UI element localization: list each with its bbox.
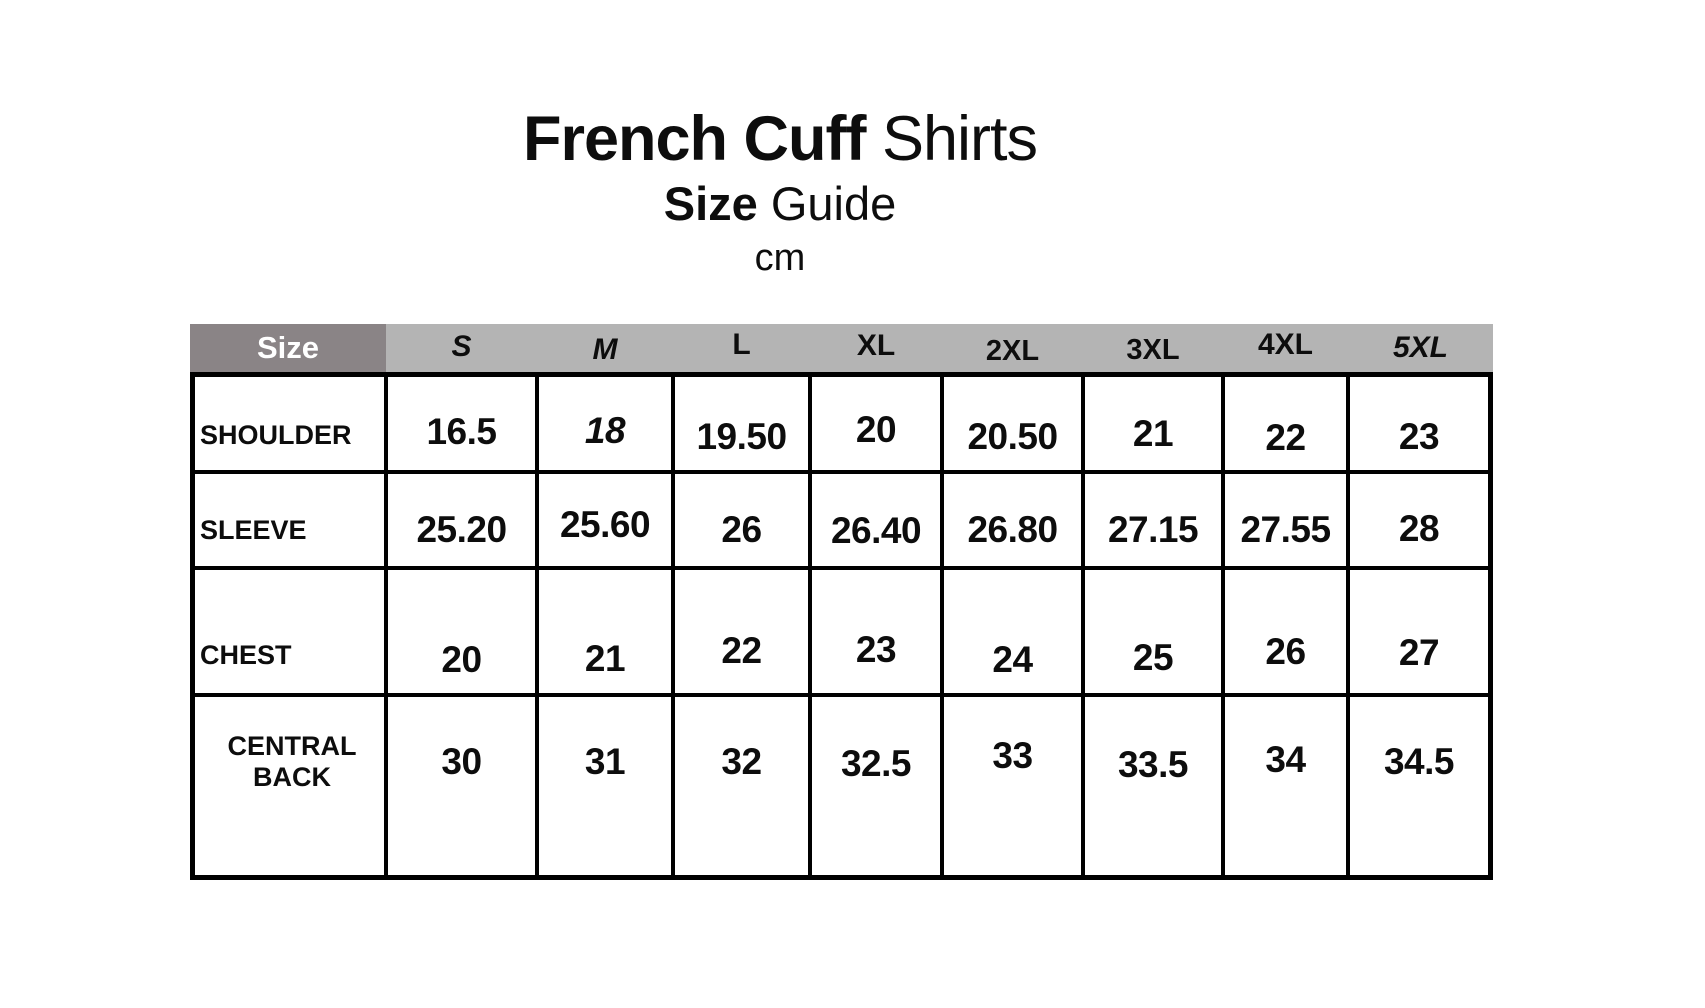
- value-cell-central-back-5xl: 34.5: [1350, 697, 1488, 875]
- size-column-header-m: M: [537, 324, 673, 372]
- size-column-header-5xl: 5XL: [1348, 324, 1493, 372]
- row-label-shoulder: SHOULDER: [195, 377, 384, 470]
- value-cell-sleeve-xl: 26.40: [812, 474, 940, 566]
- size-table-body: SHOULDER 16.5 18 19.50 20 20.50 21 22 23…: [190, 372, 1493, 880]
- page-subtitle-bold: Size: [663, 177, 758, 230]
- value-cell-shoulder-s: 16.5: [388, 377, 535, 470]
- unit-label: cm: [754, 237, 806, 279]
- value-cell-chest-2xl: 24: [944, 570, 1081, 693]
- value-cell-shoulder-m: 18: [539, 377, 671, 470]
- value-cell-chest-s: 20: [388, 570, 535, 693]
- page-title-bold: French Cuff: [522, 104, 866, 174]
- size-column-header-2xl: 2XL: [942, 324, 1083, 372]
- size-column-header-4xl: 4XL: [1223, 324, 1348, 372]
- page-title: French Cuff Shirts: [0, 103, 1560, 175]
- value-cell-shoulder-3xl: 21: [1085, 377, 1221, 470]
- value-cell-chest-xl: 23: [812, 570, 940, 693]
- value-cell-chest-m: 21: [539, 570, 671, 693]
- row-label-chest: CHEST: [195, 570, 384, 693]
- value-cell-shoulder-4xl: 22: [1225, 377, 1346, 470]
- value-cell-sleeve-s: 25.20: [388, 474, 535, 566]
- row-label-sleeve: SLEEVE: [195, 474, 384, 566]
- value-cell-shoulder-2xl: 20.50: [944, 377, 1081, 470]
- size-column-header-3xl: 3XL: [1083, 324, 1223, 372]
- size-column-header-l: L: [673, 324, 810, 372]
- corner-header-cell: Size: [190, 324, 386, 372]
- value-cell-central-back-m: 31: [539, 697, 671, 875]
- size-table-header-row: Size S M L XL 2XL 3XL 4XL 5XL: [190, 324, 1493, 372]
- value-cell-central-back-2xl: 33: [944, 697, 1081, 875]
- page-subtitle-regular: Guide: [757, 177, 897, 230]
- value-cell-sleeve-4xl: 27.55: [1225, 474, 1346, 566]
- row-label-central-back: CENTRAL BACK: [195, 697, 384, 875]
- value-cell-shoulder-l: 19.50: [675, 377, 808, 470]
- value-cell-sleeve-l: 26: [675, 474, 808, 566]
- value-cell-chest-4xl: 26: [1225, 570, 1346, 693]
- value-cell-chest-l: 22: [675, 570, 808, 693]
- value-cell-sleeve-5xl: 28: [1350, 474, 1488, 566]
- size-column-header-xl: XL: [810, 324, 942, 372]
- value-cell-central-back-3xl: 33.5: [1085, 697, 1221, 875]
- value-cell-central-back-s: 30: [388, 697, 535, 875]
- value-cell-sleeve-3xl: 27.15: [1085, 474, 1221, 566]
- value-cell-central-back-xl: 32.5: [812, 697, 940, 875]
- value-cell-central-back-4xl: 34: [1225, 697, 1346, 875]
- size-table: Size S M L XL 2XL 3XL 4XL 5XL SHOULDER 1…: [190, 324, 1493, 880]
- value-cell-shoulder-xl: 20: [812, 377, 940, 470]
- page-title-regular: Shirts: [865, 104, 1038, 174]
- size-column-header-s: S: [386, 324, 537, 372]
- value-cell-chest-3xl: 25: [1085, 570, 1221, 693]
- value-cell-shoulder-5xl: 23: [1350, 377, 1488, 470]
- value-cell-sleeve-m: 25.60: [539, 474, 671, 566]
- value-cell-central-back-l: 32: [675, 697, 808, 875]
- value-cell-chest-5xl: 27: [1350, 570, 1488, 693]
- value-cell-sleeve-2xl: 26.80: [944, 474, 1081, 566]
- page-subtitle: Size Guide: [0, 176, 1560, 231]
